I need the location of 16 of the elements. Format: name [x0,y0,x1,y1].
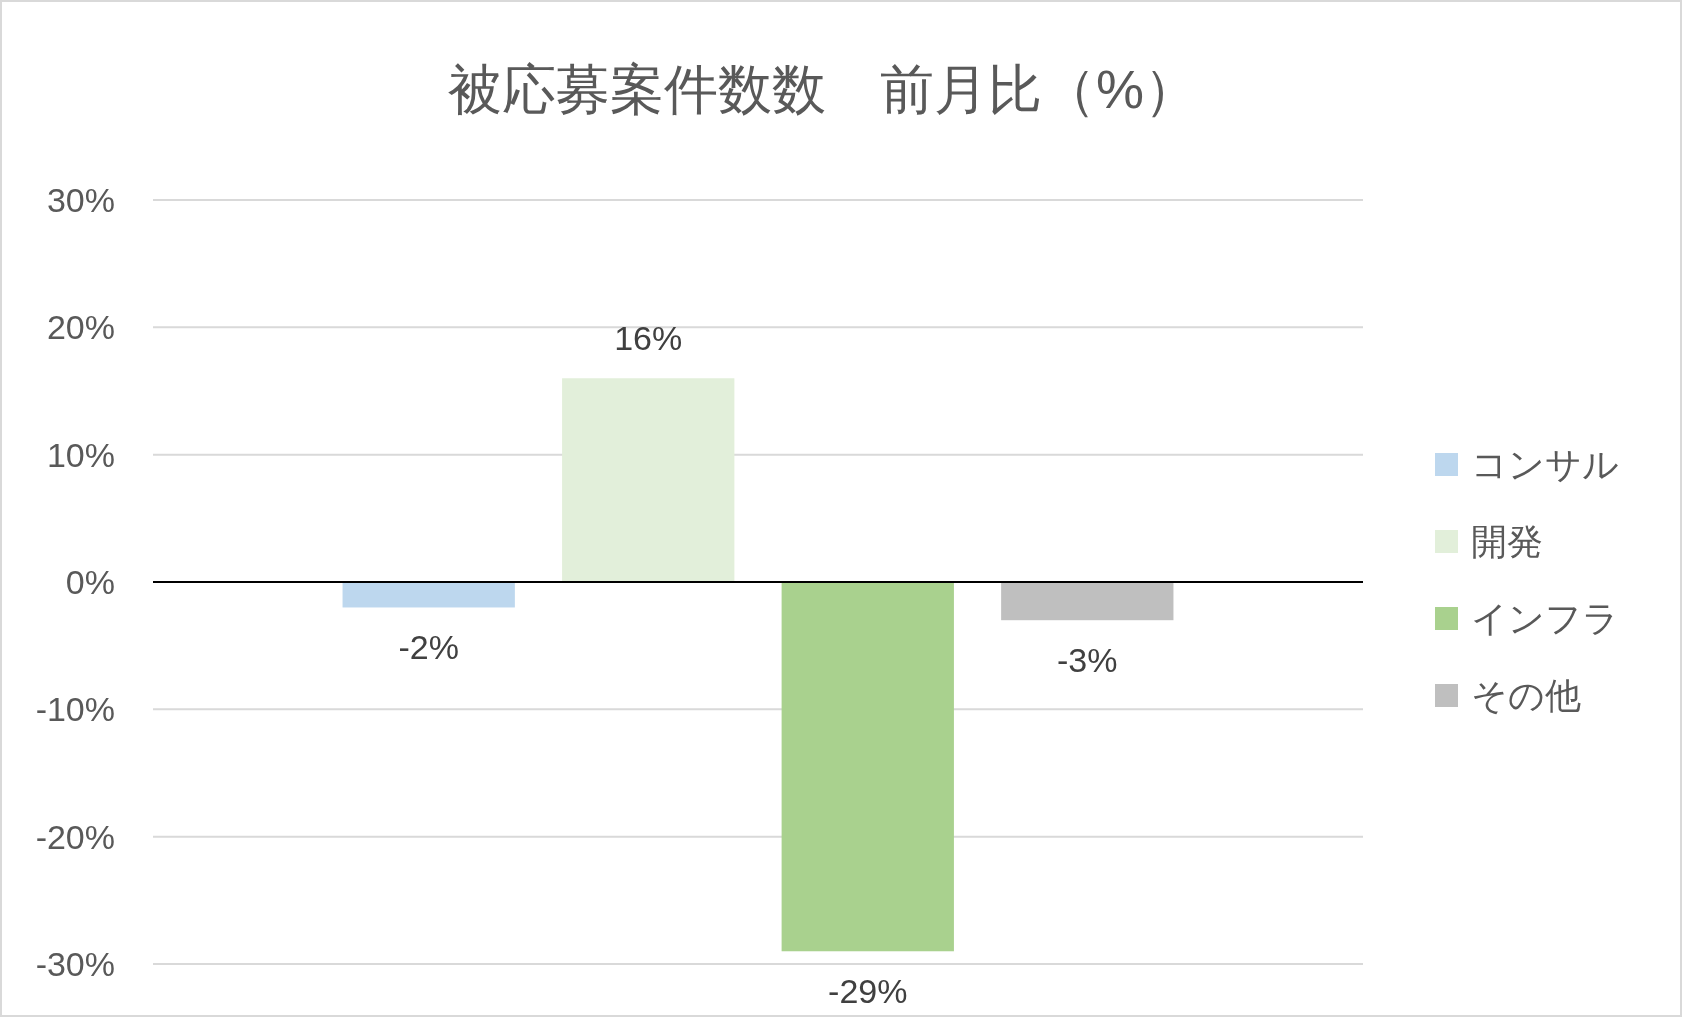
legend-label: コンサル [1471,443,1619,485]
y-tick-label: -20% [35,817,115,856]
y-tick-label: 20% [46,308,115,347]
y-tick-label: -10% [35,690,115,729]
chart-title: 被応募案件数数 前月比（%） [447,59,1199,119]
data-label: -3% [1057,641,1118,680]
y-tick-label: 10% [46,435,115,474]
y-tick-label: 0% [65,563,115,601]
legend-label: インフラ [1471,597,1619,639]
y-tick-label: -30% [35,945,115,983]
legend-label: その他 [1471,674,1581,716]
legend-label: 開発 [1471,520,1543,562]
data-label: 16% [614,319,683,358]
data-label: -2% [398,628,459,667]
y-tick-label: 30% [46,181,115,219]
data-label: -29% [828,972,908,1011]
